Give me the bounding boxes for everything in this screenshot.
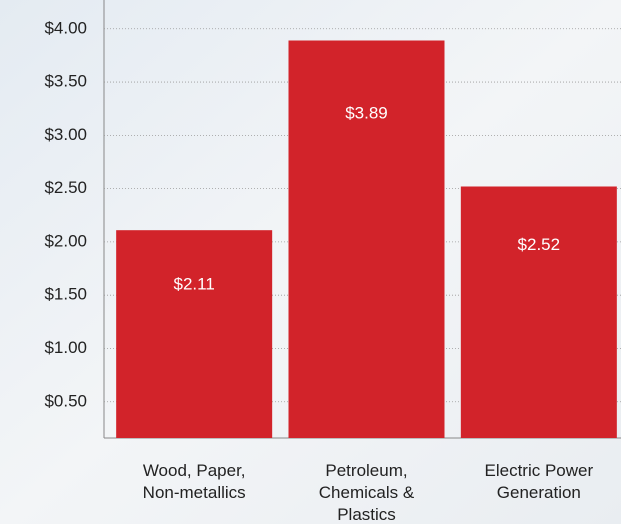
x-tick-label-line: Petroleum, (325, 461, 407, 480)
y-tick-label: $2.00 (44, 231, 87, 250)
y-tick-label: $3.00 (44, 125, 87, 144)
bar (116, 230, 272, 438)
bar (461, 186, 617, 438)
value-label: $2.52 (518, 235, 561, 254)
bar (289, 40, 445, 438)
x-tick-label-line: Plastics (337, 505, 396, 524)
y-tick-label: $2.50 (44, 178, 87, 197)
page: $0.50 $1.00 $1.50 $2.00 $2.50 $3.00 $3.50 $4.00… (0, 0, 621, 524)
y-tick-label: $3.50 (44, 72, 87, 91)
value-label: $2.11 (174, 274, 215, 293)
x-tick-label-line: Non-metallics (143, 483, 246, 502)
x-tick-label-line: Generation (497, 483, 581, 502)
y-tick-label: $1.00 (44, 338, 87, 357)
y-tick-label: $4.00 (44, 18, 87, 37)
x-tick-label-line: Electric Power (485, 461, 594, 480)
x-tick-label-line: Wood, Paper, (143, 461, 246, 480)
y-tick-label: $1.50 (44, 285, 87, 304)
chart: $0.50 $1.00 $1.50 $2.00 $2.50 $3.00 $3.50 $4.00… (0, 0, 621, 524)
value-label: $3.89 (345, 104, 388, 123)
y-tick-label: $0.50 (44, 391, 87, 410)
x-tick-label-line: Chemicals & (319, 483, 415, 502)
